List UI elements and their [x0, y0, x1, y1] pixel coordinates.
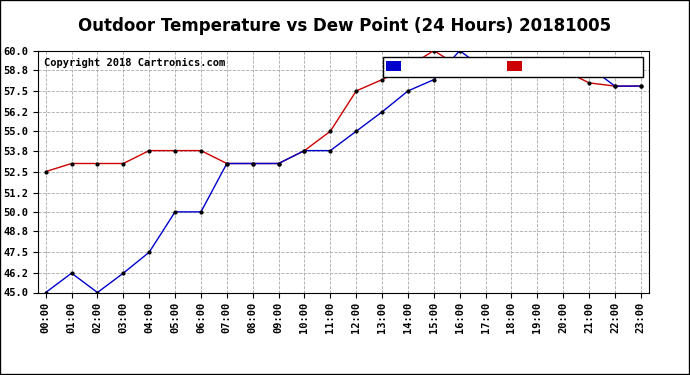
Text: Outdoor Temperature vs Dew Point (24 Hours) 20181005: Outdoor Temperature vs Dew Point (24 Hou… [79, 17, 611, 35]
Text: Copyright 2018 Cartronics.com: Copyright 2018 Cartronics.com [44, 58, 226, 68]
Legend: Dew Point (°F), Temperature (°F): Dew Point (°F), Temperature (°F) [383, 57, 642, 76]
